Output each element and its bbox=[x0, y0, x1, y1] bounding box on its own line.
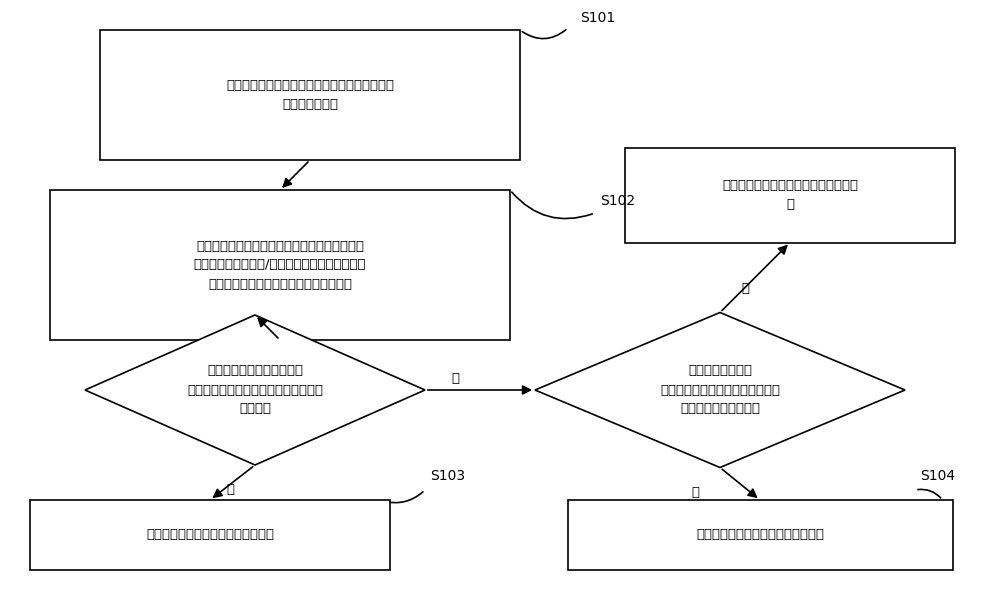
Bar bbox=[50, 190, 510, 340]
Bar bbox=[625, 147, 955, 242]
FancyArrowPatch shape bbox=[918, 490, 941, 498]
Text: 判断基准加速度、速度差、
加速度差和滑行率是否满足预设的空转
判断条件: 判断基准加速度、速度差、 加速度差和滑行率是否满足预设的空转 判断条件 bbox=[187, 364, 323, 416]
Bar bbox=[100, 30, 520, 160]
Text: 是: 是 bbox=[691, 485, 699, 499]
Text: 确定机车轮对的运行状态为滑行状态: 确定机车轮对的运行状态为滑行状态 bbox=[696, 528, 824, 542]
Text: 否: 否 bbox=[451, 371, 459, 384]
Text: 根据基准速度、基准加速度、车轮速度以及预设
的速度差检测法、加/减速度检测法和滑行率检测
法，分别计算速度差、加速度差及滑行率: 根据基准速度、基准加速度、车轮速度以及预设 的速度差检测法、加/减速度检测法和滑… bbox=[194, 239, 366, 290]
FancyArrowPatch shape bbox=[383, 492, 423, 502]
Text: S104: S104 bbox=[920, 469, 955, 483]
FancyArrowPatch shape bbox=[512, 192, 592, 219]
Text: 确定机车轮对的运行状态为正常运行状
态: 确定机车轮对的运行状态为正常运行状 态 bbox=[722, 179, 858, 211]
Text: 确定机车轮对的运行状态为空转状态: 确定机车轮对的运行状态为空转状态 bbox=[146, 528, 274, 542]
Text: S101: S101 bbox=[580, 11, 615, 25]
Text: S103: S103 bbox=[430, 469, 465, 483]
Text: S102: S102 bbox=[600, 194, 635, 208]
Text: 接收组合惯性导航模块输出的基准速度、基准加
速度和车轮速度: 接收组合惯性导航模块输出的基准速度、基准加 速度和车轮速度 bbox=[226, 79, 394, 111]
Text: 是: 是 bbox=[226, 483, 234, 496]
Polygon shape bbox=[535, 313, 905, 467]
FancyArrowPatch shape bbox=[522, 30, 566, 39]
Bar bbox=[568, 500, 952, 570]
Text: 判断基准加速度、
速度差、加速度差和滑行率是否满
足预设的滑行判断条件: 判断基准加速度、 速度差、加速度差和滑行率是否满 足预设的滑行判断条件 bbox=[660, 364, 780, 416]
Polygon shape bbox=[85, 315, 425, 465]
Text: 否: 否 bbox=[741, 282, 749, 295]
Bar bbox=[30, 500, 390, 570]
